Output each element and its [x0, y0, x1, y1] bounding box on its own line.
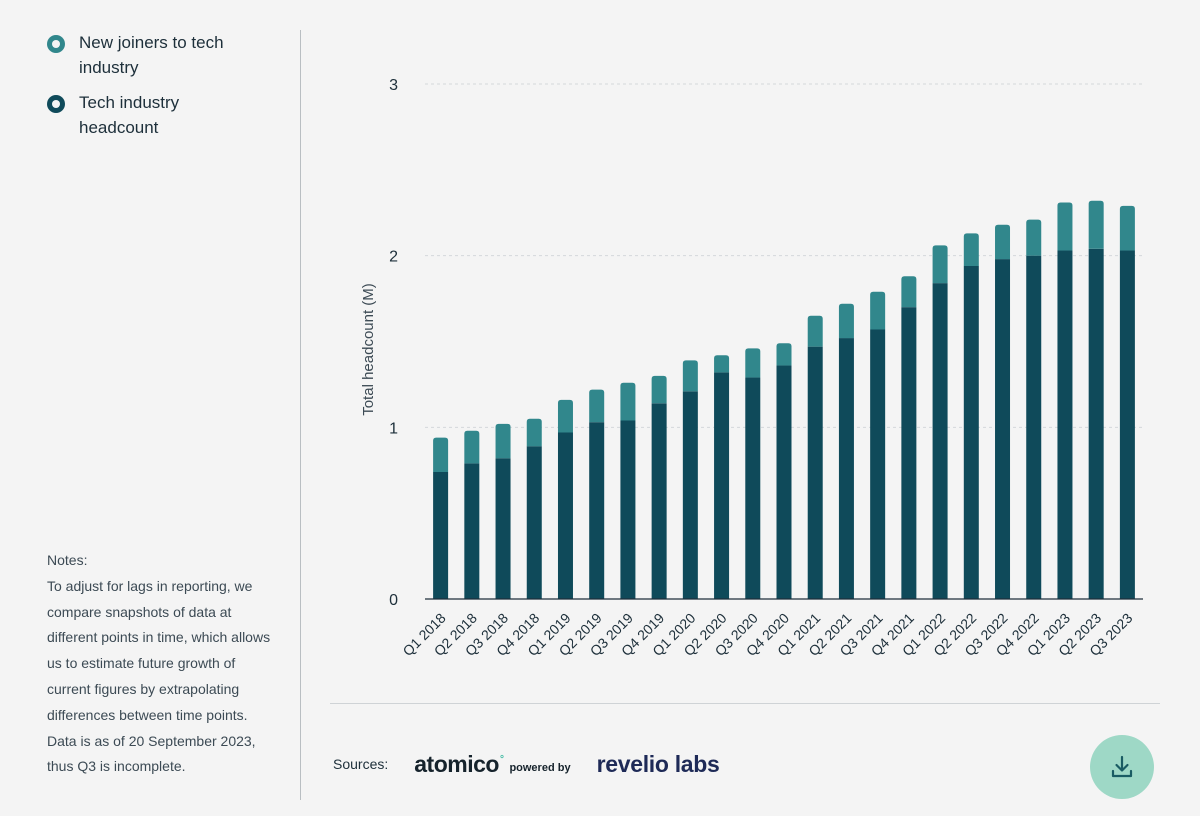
bar-new-joiners: [1057, 202, 1073, 251]
bar-headcount: [901, 307, 917, 599]
bar-headcount: [838, 338, 854, 599]
bar-new-joiners: [1119, 205, 1135, 251]
bar-headcount: [651, 403, 667, 599]
bar-headcount: [464, 463, 480, 599]
sources-label: Sources:: [333, 756, 389, 772]
download-icon: [1111, 755, 1133, 778]
bar-headcount: [870, 329, 886, 599]
legend-dot-new-joiners-icon: [47, 35, 65, 53]
legend: New joiners to tech industry Tech indust…: [47, 30, 287, 150]
y-axis-title: Total headcount (M): [360, 283, 377, 416]
y-tick-label: 1: [389, 420, 398, 437]
bar-new-joiners: [526, 418, 542, 447]
bar-new-joiners: [963, 233, 979, 266]
bar-headcount: [1119, 250, 1135, 599]
bar-new-joiners: [807, 315, 823, 347]
atomico-logo[interactable]: atomico°: [414, 750, 504, 778]
bar-headcount: [932, 283, 948, 599]
bar-headcount: [589, 422, 605, 599]
bar-headcount: [1026, 255, 1042, 599]
notes-body: To adjust for lags in reporting, we comp…: [47, 577, 271, 775]
bar-new-joiners: [838, 303, 854, 339]
bar-new-joiners: [1088, 200, 1104, 249]
bar-headcount: [526, 446, 542, 599]
bar-headcount: [714, 372, 730, 599]
atomico-logo-text: atomico: [414, 750, 499, 777]
bar-new-joiners: [433, 437, 449, 472]
bar-new-joiners: [745, 348, 761, 378]
notes: Notes: To adjust for lags in reporting, …: [47, 548, 287, 780]
legend-item-new-joiners[interactable]: New joiners to tech industry: [47, 30, 287, 80]
powered-by-label: powered by: [509, 762, 571, 774]
notes-title: Notes:: [47, 552, 88, 568]
bar-headcount: [807, 346, 823, 599]
bar-new-joiners: [557, 399, 573, 433]
y-tick-label: 3: [389, 77, 398, 94]
legend-dot-headcount-icon: [47, 95, 65, 113]
atomico-logo-mark: °: [499, 753, 504, 765]
bar-headcount: [433, 471, 449, 599]
bar-headcount: [745, 377, 761, 599]
y-tick-label: 0: [389, 592, 398, 609]
bar-headcount: [776, 365, 792, 599]
bar-new-joiners: [1026, 219, 1042, 256]
bar-new-joiners: [495, 423, 511, 459]
footer-divider: [330, 703, 1160, 704]
panel-divider: [300, 30, 301, 800]
legend-label-new-joiners: New joiners to tech industry: [79, 33, 224, 77]
sources: Sources: atomico° powered by revelio lab…: [333, 741, 720, 787]
revelio-labs-logo[interactable]: revelio labs: [596, 750, 720, 777]
y-tick-label: 2: [389, 249, 398, 266]
left-panel: New joiners to tech industry Tech indust…: [0, 0, 300, 816]
bar-new-joiners: [870, 291, 886, 330]
bar-new-joiners: [776, 343, 792, 366]
legend-item-headcount[interactable]: Tech industry headcount: [47, 90, 287, 140]
bar-new-joiners: [901, 276, 917, 308]
bar-headcount: [995, 259, 1011, 599]
bar-headcount: [495, 458, 511, 599]
bar-new-joiners: [651, 375, 667, 404]
bar-new-joiners: [932, 245, 948, 284]
bar-new-joiners: [464, 430, 480, 464]
bar-headcount: [1088, 248, 1104, 600]
bar-new-joiners: [714, 355, 730, 373]
download-button[interactable]: [1090, 735, 1154, 799]
bar-new-joiners: [589, 389, 605, 423]
bar-headcount: [620, 420, 636, 599]
bar-new-joiners: [620, 382, 636, 421]
bar-headcount: [1057, 250, 1073, 599]
bar-headcount: [557, 432, 573, 599]
bar-new-joiners: [995, 224, 1011, 260]
legend-label-headcount: Tech industry headcount: [79, 93, 180, 137]
bar-headcount: [682, 391, 698, 599]
bar-headcount: [963, 265, 979, 599]
chart-area: 0 1 2 3 Total headcount (M) Q1 2018 Q2 2018 Q3 …: [301, 0, 1200, 710]
bar-new-joiners: [682, 360, 698, 392]
